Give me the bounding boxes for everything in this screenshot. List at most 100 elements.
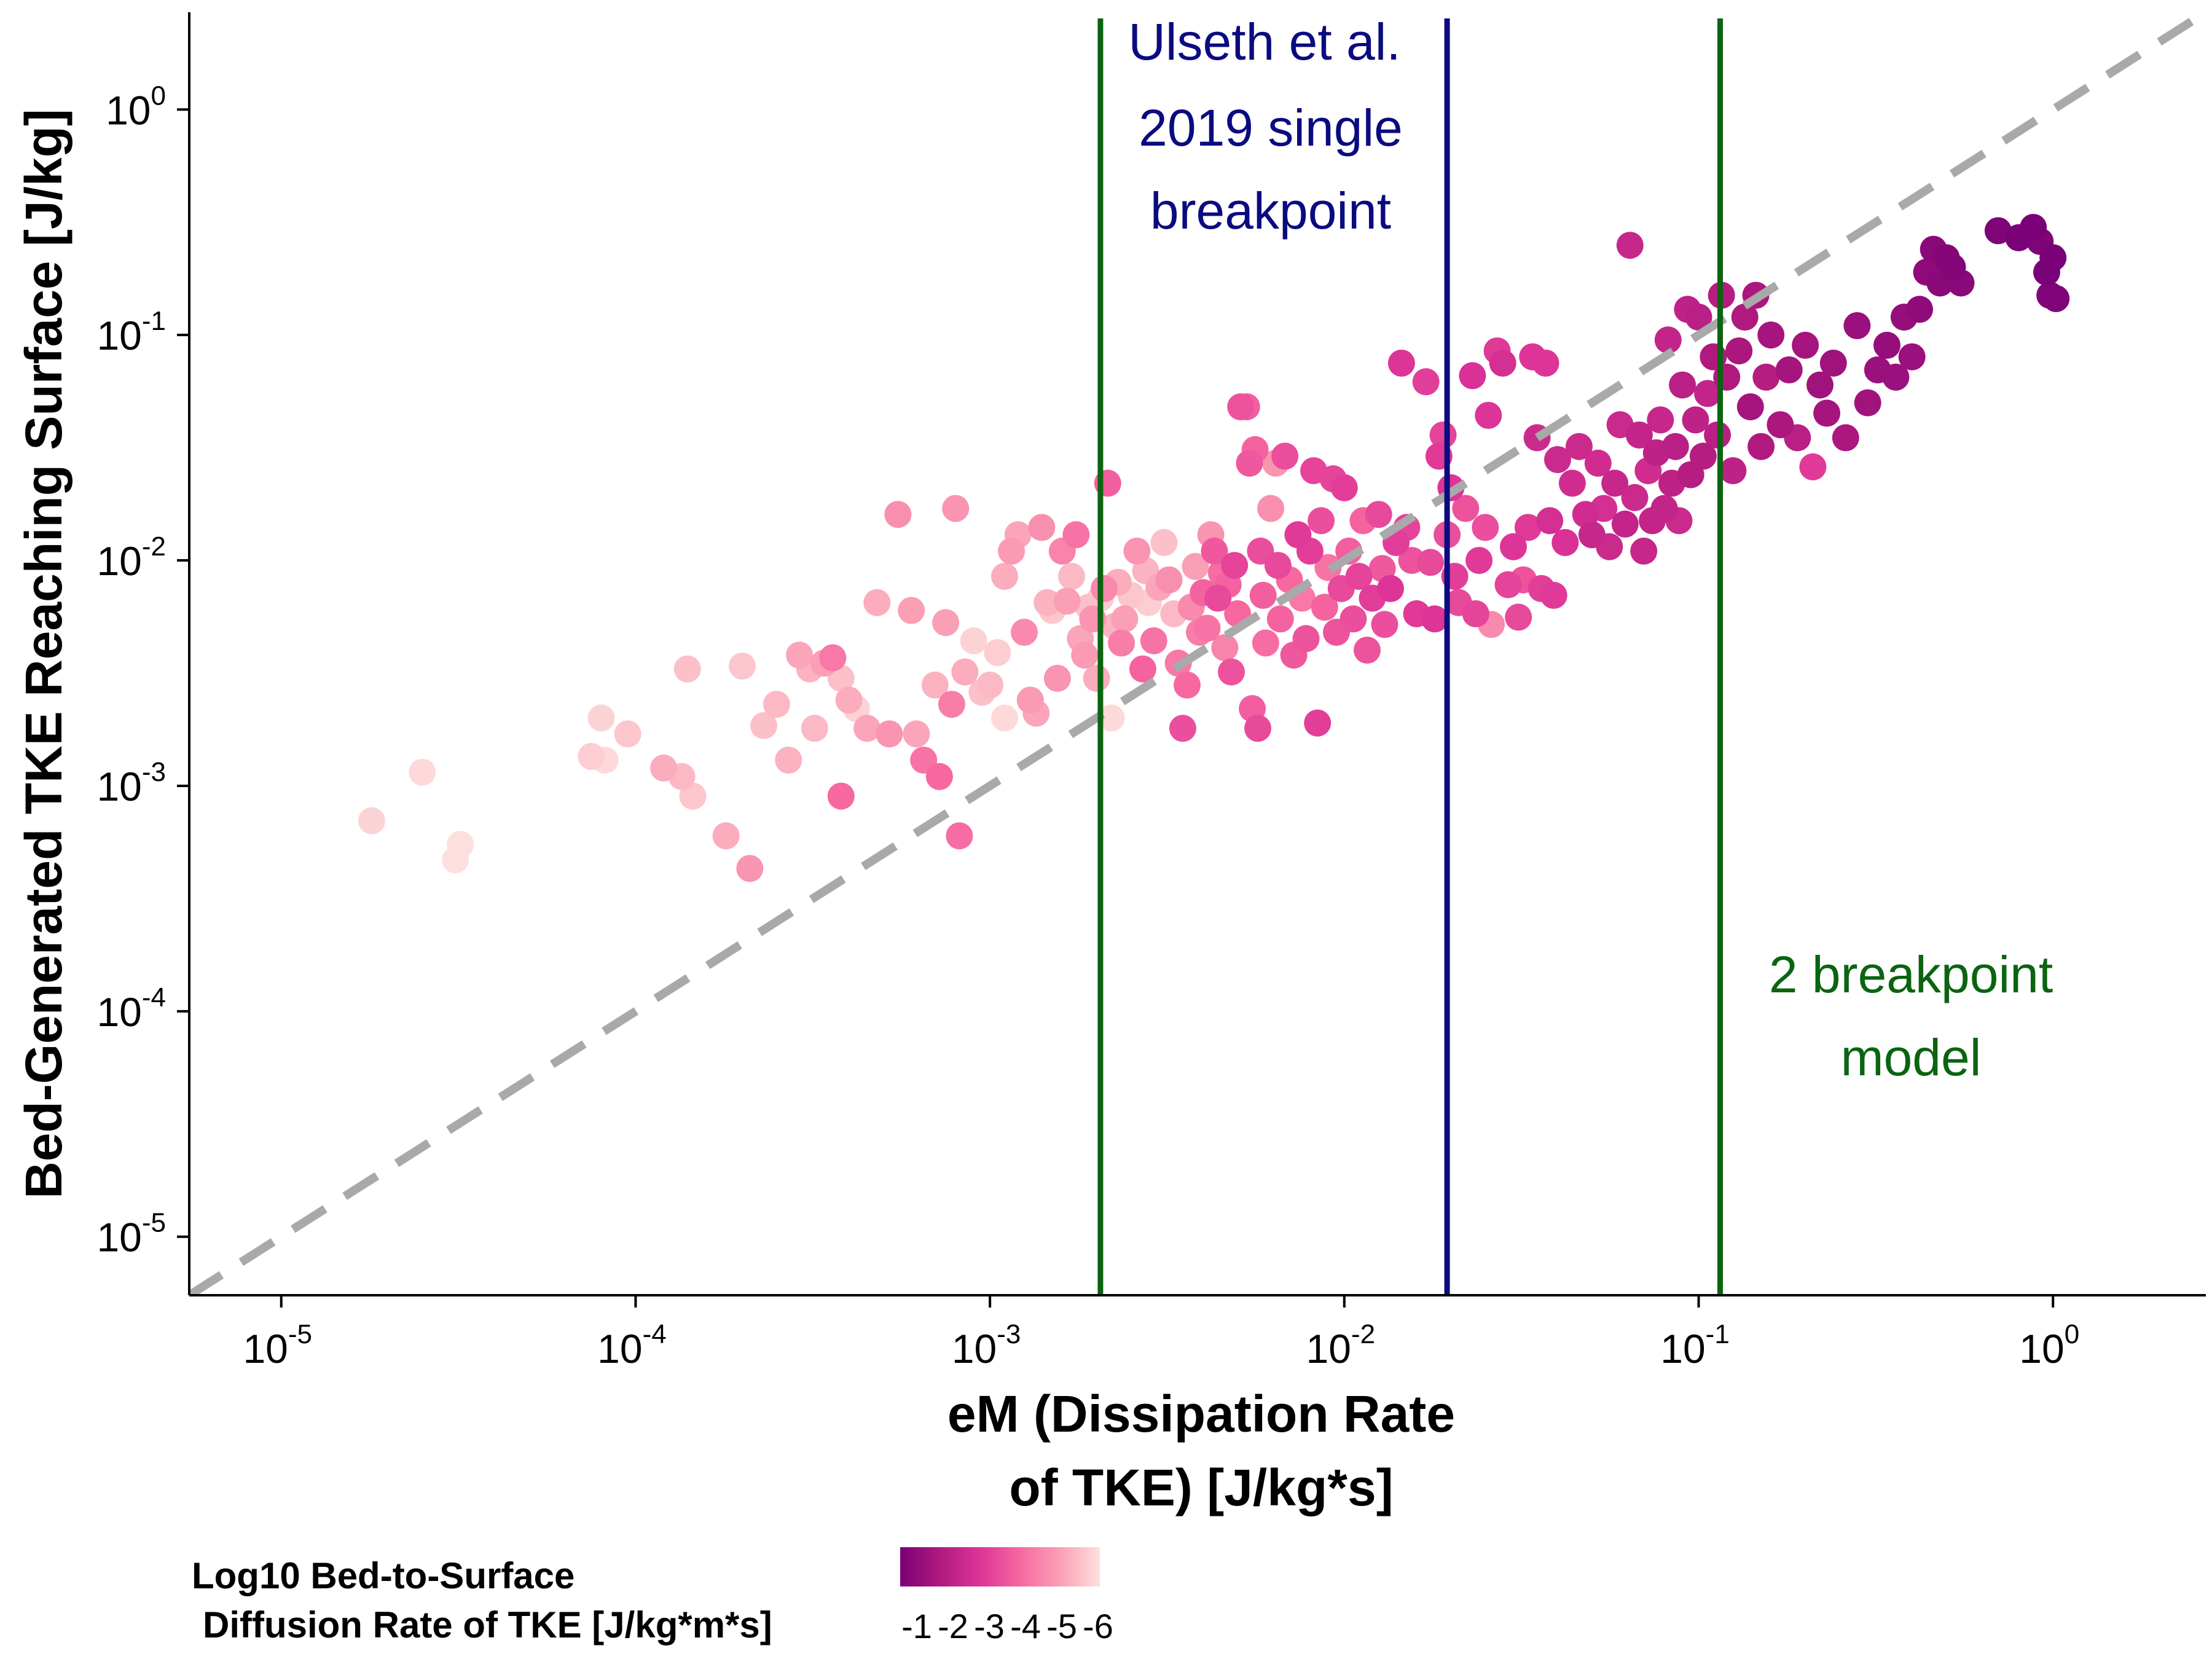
data-point — [853, 715, 881, 742]
data-point — [1536, 507, 1564, 535]
x-tick-base: 10 — [1306, 1326, 1351, 1371]
y-tick-exponent: -1 — [142, 306, 166, 336]
data-point — [863, 589, 891, 616]
x-tick-label: 10-3 — [952, 1319, 1021, 1371]
data-point — [1314, 554, 1342, 581]
data-point — [1514, 514, 1542, 541]
data-point — [1129, 655, 1156, 683]
data-point — [650, 754, 678, 782]
data-point — [409, 758, 436, 786]
data-point — [1417, 549, 1444, 576]
data-point — [1123, 537, 1151, 565]
x-tick-exponent: -4 — [643, 1319, 667, 1349]
data-point — [1489, 350, 1516, 377]
x-tick-base: 10 — [1660, 1326, 1705, 1371]
data-point — [1371, 611, 1398, 638]
data-point — [1551, 529, 1579, 556]
x-axis-title-line-1: eM (Dissipation Rate — [947, 1385, 1455, 1443]
data-point — [2039, 244, 2067, 272]
data-point — [1494, 571, 1522, 598]
data-point — [1252, 629, 1279, 657]
x-tick-label: 10-2 — [1306, 1319, 1376, 1371]
data-point — [1843, 312, 1871, 339]
data-point — [991, 704, 1018, 732]
data-point — [1011, 619, 1038, 646]
data-point — [925, 763, 953, 790]
data-point — [1939, 253, 1966, 281]
data-point — [1601, 469, 1629, 497]
data-point — [1472, 514, 1499, 541]
data-point — [1339, 605, 1367, 633]
data-point — [998, 537, 1026, 565]
data-point — [1193, 614, 1221, 642]
data-point — [1266, 605, 1294, 633]
y-tick-label: 10-5 — [96, 1208, 166, 1260]
one-to-one-reference-line — [189, 12, 2206, 1295]
data-point — [1799, 453, 1827, 480]
data-point — [1462, 600, 1489, 627]
data-point — [1108, 629, 1135, 657]
data-point — [835, 686, 863, 714]
data-point — [1365, 501, 1392, 528]
data-point — [827, 782, 855, 810]
data-point — [2020, 214, 2047, 241]
data-point — [1806, 371, 1834, 399]
data-point — [1611, 510, 1639, 538]
data-point — [976, 671, 1004, 699]
x-tick-label: 10-1 — [1660, 1319, 1730, 1371]
legend-labels: -1 -2 -3 -4 -5 -6 — [901, 1607, 1113, 1645]
y-tick-exponent: 0 — [151, 80, 166, 111]
data-point — [1505, 603, 1532, 631]
data-point — [1906, 296, 1933, 323]
x-tick-exponent: -1 — [1706, 1319, 1730, 1349]
legend-label: -6 — [1083, 1607, 1113, 1645]
data-point — [1330, 474, 1358, 501]
data-point — [1033, 589, 1061, 616]
legend-label: -3 — [974, 1607, 1005, 1645]
data-point — [1169, 715, 1196, 742]
data-point — [1532, 350, 1559, 377]
data-point — [1221, 552, 1249, 579]
data-point — [1854, 389, 1881, 417]
data-point — [1452, 495, 1480, 522]
data-point — [442, 846, 469, 874]
data-point — [1682, 406, 1709, 434]
ulseth-annotation-line-3: breakpoint — [1150, 182, 1391, 240]
data-point — [1174, 671, 1201, 699]
data-point — [1028, 514, 1056, 541]
x-tick-label: 10-5 — [243, 1319, 312, 1371]
reference-line-layer — [189, 12, 2206, 1295]
data-point — [358, 807, 385, 834]
y-tick-base: 10 — [96, 989, 141, 1035]
data-point — [1685, 304, 1712, 331]
data-point — [1572, 501, 1599, 528]
data-point — [1111, 605, 1139, 633]
x-tick-label: 10-4 — [597, 1319, 667, 1371]
data-point — [1731, 304, 1759, 331]
data-point — [819, 644, 847, 672]
data-point — [1647, 406, 1674, 434]
x-axis-ticks: 10-5 10-4 10-3 10-2 10-1 100 — [243, 1295, 2079, 1371]
data-point — [1500, 533, 1527, 560]
data-point — [1218, 658, 1245, 686]
data-point — [1719, 457, 1747, 485]
y-tick-label: 10-4 — [96, 982, 166, 1035]
data-point — [578, 743, 605, 771]
data-point — [614, 720, 641, 748]
data-point — [1211, 634, 1239, 662]
data-point — [1354, 637, 1381, 664]
data-point — [729, 653, 756, 680]
data-point — [673, 655, 701, 683]
x-tick-base: 10 — [952, 1326, 997, 1371]
color-legend: Log10 Bed-to-Surface Diffusion Rate of T… — [192, 1547, 1113, 1645]
y-tick-exponent: -3 — [142, 757, 166, 787]
data-point — [1654, 326, 1682, 354]
data-point — [1091, 575, 1118, 602]
data-point — [1898, 343, 1926, 371]
y-tick-exponent: -5 — [142, 1208, 166, 1238]
data-point — [1669, 371, 1696, 399]
data-point — [1244, 715, 1271, 742]
data-point — [1767, 411, 1794, 439]
data-point — [1387, 350, 1415, 377]
data-point — [1308, 507, 1335, 535]
